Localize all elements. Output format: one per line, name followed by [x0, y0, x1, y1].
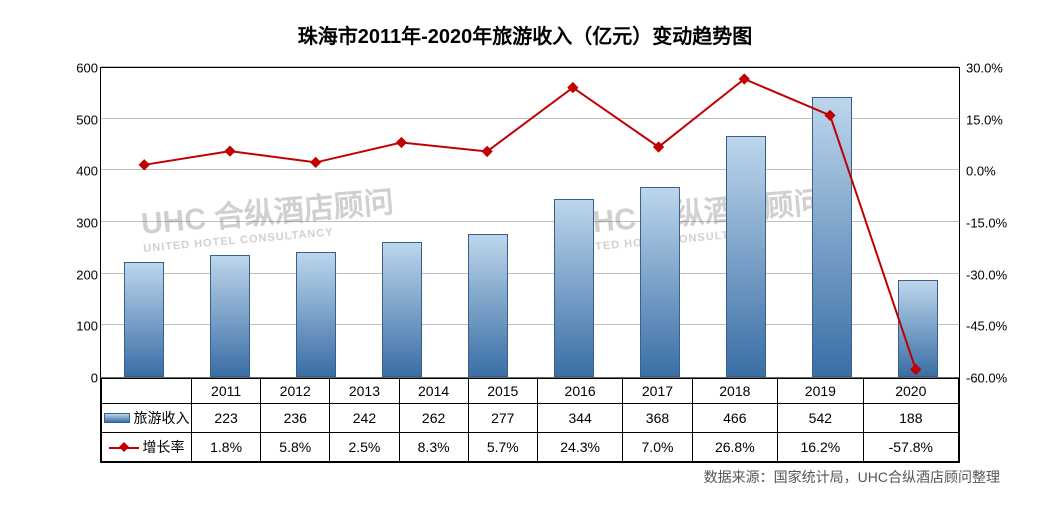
table-cell: 7.0%	[623, 433, 692, 462]
table-cell: 2012	[261, 379, 330, 404]
table-cell: 466	[692, 404, 778, 433]
growth-line	[144, 79, 916, 369]
table-cell: 24.3%	[537, 433, 623, 462]
y-right-tick: 30.0%	[966, 61, 1021, 76]
table-cell: 2015	[468, 379, 537, 404]
chart-container: 珠海市2011年-2020年旅游收入（亿元）变动趋势图 010020030040…	[50, 20, 1000, 500]
y-left-tick: 500	[43, 112, 98, 127]
plot-wrap: 0100200300400500600 -60.0%-45.0%-30.0%-1…	[100, 67, 960, 463]
gridline	[101, 66, 959, 67]
source-note: 数据来源：国家统计局，UHC合纵酒店顾问整理	[50, 467, 1000, 487]
table-cell: 242	[330, 404, 399, 433]
table-cell: 2018	[692, 379, 778, 404]
line-svg	[101, 68, 959, 377]
table-cell: 2019	[778, 379, 864, 404]
plot-area: 0100200300400500600 -60.0%-45.0%-30.0%-1…	[101, 68, 959, 378]
line-marker	[224, 145, 235, 156]
table-cell: 344	[537, 404, 623, 433]
line-marker	[824, 110, 835, 121]
table-row: 2011201220132014201520162017201820192020	[102, 379, 959, 404]
table-cell: 2020	[863, 379, 958, 404]
y-right-tick: -30.0%	[966, 267, 1021, 282]
line-layer	[101, 68, 959, 377]
table-cell: 1.8%	[192, 433, 261, 462]
y-left-tick: 200	[43, 267, 98, 282]
table-cell: 2017	[623, 379, 692, 404]
y-right-tick: -60.0%	[966, 371, 1021, 386]
table-cell: 368	[623, 404, 692, 433]
line-marker	[310, 157, 321, 168]
table-cell: 236	[261, 404, 330, 433]
table-row: 增长率 1.8%5.8%2.5%8.3%5.7%24.3%7.0%26.8%16.…	[102, 433, 959, 462]
y-left-tick: 400	[43, 164, 98, 179]
legend-line-label: 增长率	[143, 437, 185, 457]
table-cell: 188	[863, 404, 958, 433]
table-cell: 2.5%	[330, 433, 399, 462]
y-left-tick: 0	[43, 371, 98, 386]
table-cell: 223	[192, 404, 261, 433]
table-cell: 2014	[399, 379, 468, 404]
table-cell: 262	[399, 404, 468, 433]
legend-bar-swatch	[104, 413, 130, 423]
table-cell: 5.7%	[468, 433, 537, 462]
y-axis-right: -60.0%-45.0%-30.0%-15.0%0.0%15.0%30.0%	[966, 68, 1021, 378]
line-marker	[910, 364, 921, 375]
y-right-tick: 15.0%	[966, 112, 1021, 127]
row-header: 旅游收入	[102, 404, 192, 433]
table-cell: -57.8%	[863, 433, 958, 462]
line-marker	[396, 137, 407, 148]
table-cell: 2011	[192, 379, 261, 404]
y-left-tick: 100	[43, 319, 98, 334]
table-cell: 5.8%	[261, 433, 330, 462]
line-marker	[139, 159, 150, 170]
row-header: 增长率	[102, 433, 192, 462]
table-cell: 26.8%	[692, 433, 778, 462]
data-table: 2011201220132014201520162017201820192020…	[101, 378, 959, 462]
table-cell: 2013	[330, 379, 399, 404]
table-cell: 16.2%	[778, 433, 864, 462]
legend-bar-label: 旅游收入	[134, 408, 190, 428]
y-right-tick: -15.0%	[966, 216, 1021, 231]
table-row: 旅游收入223236242262277344368466542188	[102, 404, 959, 433]
legend-line-swatch	[109, 442, 139, 452]
y-axis-left: 0100200300400500600	[43, 68, 98, 378]
row-header	[102, 379, 192, 404]
table-cell: 277	[468, 404, 537, 433]
y-right-tick: 0.0%	[966, 164, 1021, 179]
y-right-tick: -45.0%	[966, 319, 1021, 334]
y-left-tick: 600	[43, 61, 98, 76]
table-cell: 8.3%	[399, 433, 468, 462]
table-cell: 2016	[537, 379, 623, 404]
chart-title: 珠海市2011年-2020年旅游收入（亿元）变动趋势图	[50, 20, 1000, 49]
y-left-tick: 300	[43, 216, 98, 231]
table-cell: 542	[778, 404, 864, 433]
